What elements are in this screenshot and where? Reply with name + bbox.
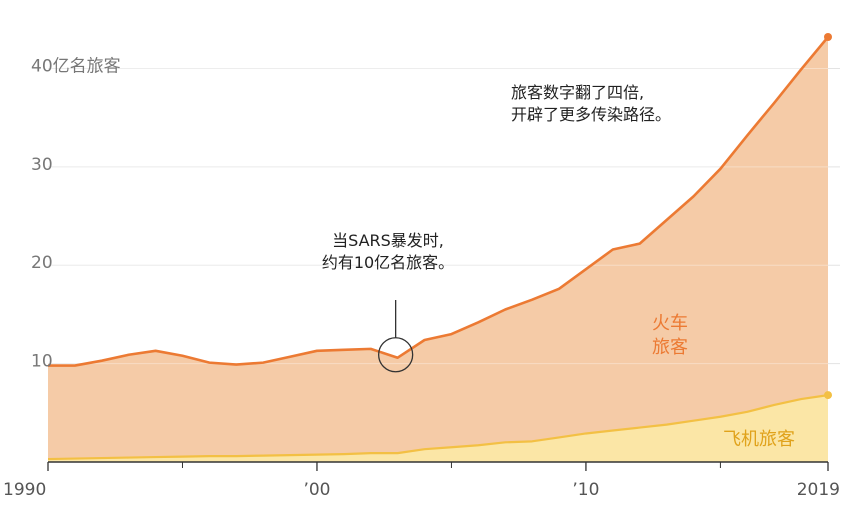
area-rail-passengers <box>48 37 828 462</box>
area-air-passengers <box>48 395 828 462</box>
data-point-air-2019 <box>824 391 832 400</box>
y-tick-label-40: 40亿名旅客 <box>31 56 121 76</box>
x-tick-label-2000: ’00 <box>303 480 330 500</box>
y-tick-label-30: 30 <box>31 155 53 175</box>
line-air-passengers <box>47 394 829 461</box>
data-point-rail-2019 <box>824 33 832 41</box>
x-tick-label-2019: 2019 <box>797 480 840 500</box>
series-label-rail: 火车旅客 <box>652 313 688 358</box>
series-lines <box>47 33 832 461</box>
annotation-text-growth: 旅客数字翻了四倍,开辟了更多传染路径。 <box>511 83 671 124</box>
y-tick-label-20: 20 <box>31 253 53 273</box>
y-tick-label-10: 10 <box>31 352 53 372</box>
annotation-text-sars: 当SARS暴发时,约有10亿名旅客。 <box>322 231 454 272</box>
line-rail-passengers <box>48 36 830 367</box>
area-series <box>48 37 828 462</box>
annotations: 当SARS暴发时,约有10亿名旅客。 旅客数字翻了四倍,开辟了更多传染路径。 <box>322 83 671 373</box>
x-axis <box>47 461 829 471</box>
x-tick-label-2010: ’10 <box>572 480 599 500</box>
series-label-air: 飞机旅客 <box>723 429 795 450</box>
x-tick-label-1990: 1990 <box>3 480 46 500</box>
